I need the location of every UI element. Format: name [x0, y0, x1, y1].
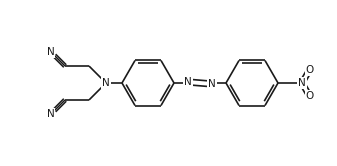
Text: O: O [306, 65, 314, 75]
Text: O: O [306, 91, 314, 101]
Text: N: N [102, 78, 110, 88]
Text: N: N [47, 47, 54, 57]
Text: N: N [208, 79, 216, 89]
Text: N: N [184, 77, 192, 87]
Text: N: N [298, 78, 306, 88]
Text: N: N [47, 109, 54, 119]
